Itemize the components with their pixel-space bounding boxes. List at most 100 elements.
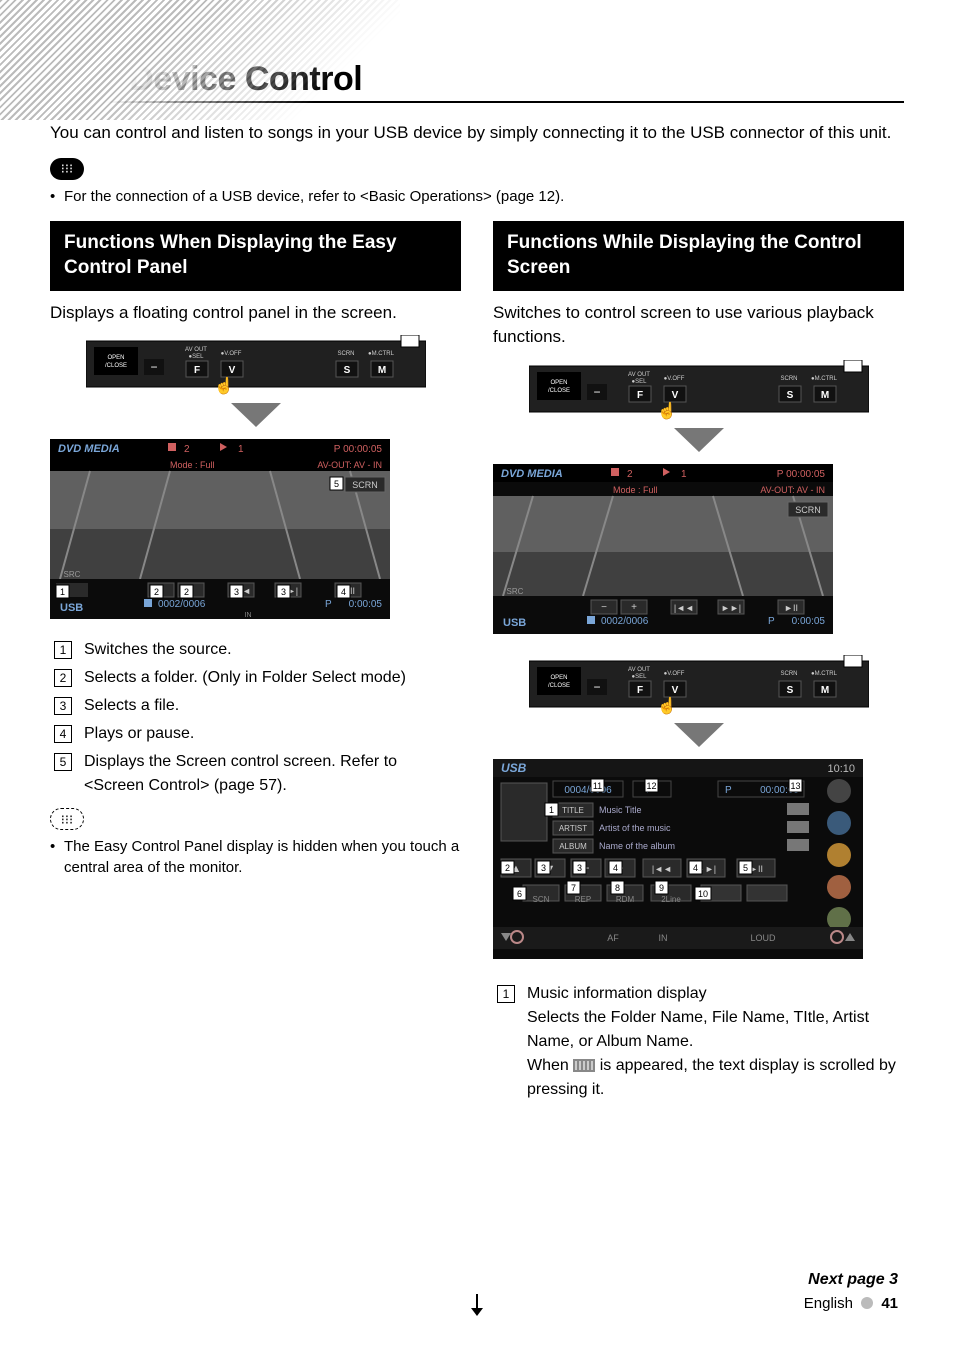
left-column: Functions When Displaying the Easy Contr… — [50, 221, 461, 1106]
svg-text:●M.CTRL: ●M.CTRL — [811, 671, 838, 677]
left-heading: Functions When Displaying the Easy Contr… — [50, 221, 461, 290]
svg-text:3: 3 — [541, 863, 546, 873]
left-item-5-text: Displays the Screen control screen. Refe… — [84, 753, 397, 794]
svg-text:1: 1 — [681, 469, 687, 480]
svg-text:P: P — [325, 599, 332, 610]
left-item-2-text: Selects a folder. (Only in Folder Select… — [84, 669, 406, 686]
svg-text:LOUD: LOUD — [750, 933, 776, 943]
usb-control-screen: USB 10:10 0004/0006 P 00:00:05 TITLE Mus… — [493, 759, 863, 959]
svg-text:13: 13 — [790, 781, 800, 791]
svg-text:2: 2 — [184, 444, 190, 455]
left-item-4-text: Plays or pause. — [84, 725, 194, 742]
intro-text: You can control and listen to songs in y… — [50, 121, 904, 146]
svg-text:SCRN: SCRN — [780, 671, 797, 677]
svg-text:●SEL: ●SEL — [188, 354, 204, 360]
svg-text:V: V — [228, 365, 235, 376]
svg-text:M: M — [820, 685, 828, 696]
svg-text:Artist of the music: Artist of the music — [599, 823, 671, 833]
svg-text:−: − — [150, 360, 157, 374]
right-heading: Functions While Displaying the Control S… — [493, 221, 904, 290]
svg-text:USB: USB — [60, 602, 83, 614]
svg-text:SCRN: SCRN — [337, 351, 354, 357]
right-list: 1 Music information display Selects the … — [493, 982, 904, 1102]
down-arrow-icon-3 — [669, 721, 729, 751]
control-panel-diagram-2: OPEN /CLOSE − AV OUT ●SEL F ●V.OFF V ☝ S… — [529, 360, 869, 420]
svg-text:−: − — [593, 680, 600, 694]
footer-dot-icon — [861, 1297, 873, 1309]
left-item-5: 5Displays the Screen control screen. Ref… — [50, 750, 461, 798]
svg-text:●M.CTRL: ●M.CTRL — [811, 376, 838, 382]
control-panel-diagram: OPEN /CLOSE − AV OUT ●SEL F ●V.OFF V ☝ S… — [86, 335, 426, 395]
svg-text:Mode : Full: Mode : Full — [613, 485, 658, 495]
svg-text:V: V — [671, 685, 678, 696]
svg-text:4: 4 — [613, 863, 618, 873]
svg-text:SCRN: SCRN — [795, 505, 821, 515]
right-column: Functions While Displaying the Control S… — [493, 221, 904, 1106]
svg-text:P 00:00:05: P 00:00:05 — [777, 469, 826, 480]
svg-text:F: F — [636, 390, 642, 401]
svg-text:SRC: SRC — [64, 570, 81, 579]
svg-text:3: 3 — [281, 587, 286, 597]
left-list: 1Switches the source. 2Selects a folder.… — [50, 638, 461, 798]
svg-text:F: F — [193, 365, 199, 376]
svg-text:10: 10 — [698, 889, 708, 899]
svg-text:DVD MEDIA: DVD MEDIA — [501, 468, 563, 480]
svg-text:SCRN: SCRN — [352, 480, 378, 490]
svg-text:−: − — [601, 602, 607, 613]
svg-text:1: 1 — [549, 805, 554, 815]
svg-text:OPEN: OPEN — [550, 380, 567, 386]
down-arrow-icon — [226, 401, 286, 431]
svg-text:ARTIST: ARTIST — [559, 824, 587, 833]
left-item-1: 1Switches the source. — [50, 638, 461, 662]
svg-text:Name of the album: Name of the album — [599, 841, 675, 851]
svg-text:S: S — [786, 685, 793, 696]
svg-text:RDM: RDM — [616, 895, 635, 904]
svg-text:AV-OUT: AV - IN: AV-OUT: AV - IN — [760, 485, 825, 495]
svg-text:REP: REP — [575, 895, 591, 904]
svg-text:2Line: 2Line — [661, 895, 681, 904]
note-icon: ⁝⁝⁝ — [50, 158, 84, 180]
svg-text:8: 8 — [615, 883, 620, 893]
left-item-2: 2Selects a folder. (Only in Folder Selec… — [50, 666, 461, 690]
svg-text:AF: AF — [607, 933, 619, 943]
svg-text:S: S — [343, 365, 350, 376]
svg-text:2: 2 — [184, 587, 189, 597]
svg-text:5: 5 — [334, 479, 339, 489]
tip-icon: ⁝⁝⁝ — [50, 808, 84, 830]
svg-text:●V.OFF: ●V.OFF — [663, 671, 684, 677]
svg-text:☝: ☝ — [214, 376, 234, 395]
svg-text:☝: ☝ — [657, 401, 677, 420]
right-item-1-c: When is appeared, the text display is sc… — [527, 1054, 904, 1102]
svg-text:ALBUM: ALBUM — [559, 842, 587, 851]
right-item-1-b: Selects the Folder Name, File Name, TItl… — [527, 1006, 904, 1054]
down-arrow-icon-2 — [669, 426, 729, 456]
svg-text:7: 7 — [571, 883, 576, 893]
svg-text:3: 3 — [577, 863, 582, 873]
svg-text:0002/0006: 0002/0006 — [601, 616, 649, 627]
svg-text:0004/0006: 0004/0006 — [564, 785, 612, 796]
svg-text:☝: ☝ — [657, 696, 677, 715]
svg-text:2: 2 — [505, 863, 510, 873]
svg-text:−: − — [593, 385, 600, 399]
left-item-4: 4Plays or pause. — [50, 722, 461, 746]
page-number: English 41 — [804, 1295, 898, 1312]
svg-text:1: 1 — [238, 444, 244, 455]
svg-text:DVD MEDIA: DVD MEDIA — [58, 443, 120, 455]
svg-text:4: 4 — [693, 863, 698, 873]
svg-text:5: 5 — [743, 863, 748, 873]
page-title: USB Device Control — [50, 60, 904, 99]
svg-text:►II: ►II — [784, 603, 798, 613]
svg-text:0:00:05: 0:00:05 — [349, 599, 383, 610]
svg-text:9: 9 — [659, 883, 664, 893]
left-lead: Displays a floating control panel in the… — [50, 301, 461, 326]
right-item-1-a: Music information display — [527, 985, 707, 1002]
svg-text:USB: USB — [503, 617, 526, 629]
svg-text:0:00:05: 0:00:05 — [792, 616, 826, 627]
left-item-3-text: Selects a file. — [84, 697, 179, 714]
svg-text:11: 11 — [593, 781, 602, 791]
dvd-media-screen: DVD MEDIA 2 1 P 00:00:05 Mode : Full AV-… — [50, 439, 390, 619]
svg-text:S: S — [786, 390, 793, 401]
svg-text:SCRN: SCRN — [780, 376, 797, 382]
svg-text:SRC: SRC — [507, 587, 524, 596]
svg-text:●M.CTRL: ●M.CTRL — [368, 351, 395, 357]
